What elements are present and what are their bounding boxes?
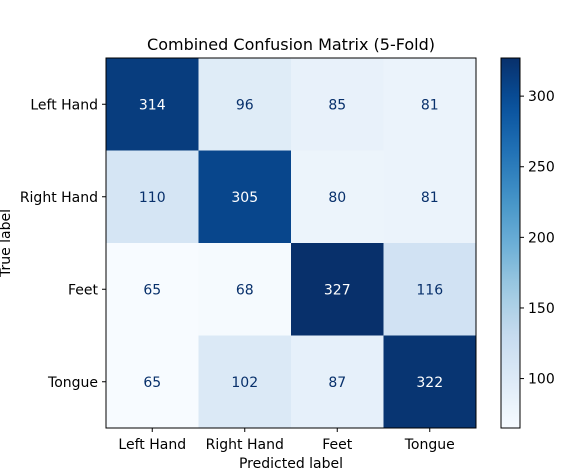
cell-value-label: 80 <box>328 190 346 206</box>
heatmap-cell <box>198 58 292 151</box>
y-tick-label: Left Hand <box>30 97 98 113</box>
heatmap-cell <box>291 335 384 429</box>
heatmap-cell <box>291 58 384 151</box>
x-tick-label: Tongue <box>404 437 455 453</box>
cell-value-label: 116 <box>416 282 443 298</box>
x-tick-label: Feet <box>322 437 353 453</box>
heatmap-cell <box>106 150 199 244</box>
cell-value-label: 68 <box>236 282 254 298</box>
heatmap-cell <box>106 335 199 429</box>
x-tick-label: Right Hand <box>206 437 284 453</box>
heatmap-cell <box>291 150 384 244</box>
colorbar-tick-label: 200 <box>528 230 555 246</box>
y-tick-label: Tongue <box>47 375 98 391</box>
y-tick-label: Right Hand <box>20 190 98 206</box>
heatmap-cell <box>383 335 477 429</box>
cell-value-label: 110 <box>139 190 166 206</box>
heatmap-cells: 314 96 85 81 110 305 80 81 65 68 327 116 65 102 87 322 <box>106 58 477 429</box>
cell-value-label: 305 <box>231 190 258 206</box>
cell-value-label: 65 <box>143 282 161 298</box>
colorbar-ticks: 100 150 200 250 300 <box>520 89 555 388</box>
x-axis-ticks: Left Hand Right Hand Feet Tongue <box>118 428 455 453</box>
heatmap-cell <box>383 58 477 151</box>
cell-value-label: 81 <box>421 190 439 206</box>
heatmap-cell <box>198 150 292 244</box>
heatmap-cell <box>106 243 199 336</box>
cell-value-label: 102 <box>231 375 258 391</box>
heatmap-cell <box>291 243 384 336</box>
x-tick-label: Left Hand <box>118 437 186 453</box>
heatmap-cell <box>198 243 292 336</box>
heatmap-cell <box>198 335 292 429</box>
colorbar-tick-label: 250 <box>528 160 555 176</box>
colorbar-tick-label: 300 <box>528 89 555 105</box>
cell-value-label: 322 <box>416 375 443 391</box>
colorbar <box>500 57 521 429</box>
heatmap-cell <box>383 243 477 336</box>
heatmap-cell <box>106 58 199 151</box>
cell-value-label: 314 <box>139 97 166 113</box>
plot-frame <box>105 57 477 429</box>
y-tick-label: Feet <box>68 282 99 298</box>
heatmap-cell <box>383 150 477 244</box>
cell-value-label: 96 <box>236 97 254 113</box>
y-axis-ticks: Left Hand Right Hand Feet Tongue <box>20 97 106 391</box>
colorbar-tick-label: 100 <box>528 372 555 388</box>
y-axis-label: True label <box>0 209 14 278</box>
cell-value-label: 81 <box>421 97 439 113</box>
cell-value-label: 65 <box>143 375 161 391</box>
x-axis-label: Predicted label <box>239 456 343 472</box>
colorbar-tick-label: 150 <box>528 301 555 317</box>
chart-title: Combined Confusion Matrix (5-Fold) <box>147 35 435 54</box>
cell-value-label: 85 <box>328 97 346 113</box>
cell-value-label: 327 <box>324 282 351 298</box>
cell-value-label: 87 <box>328 375 346 391</box>
